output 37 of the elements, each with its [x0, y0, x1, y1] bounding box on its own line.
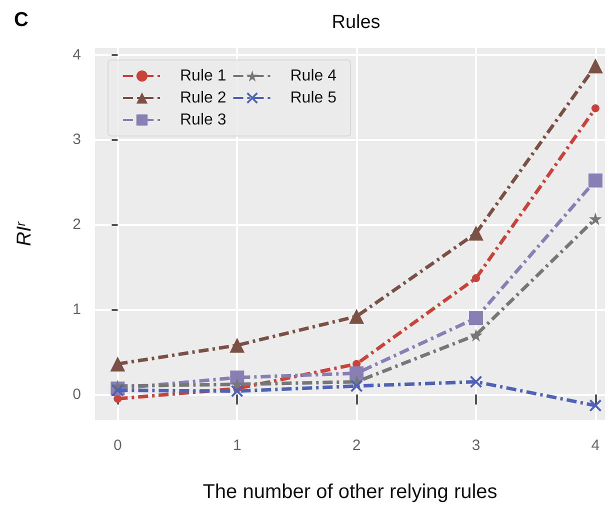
legend-label: Rule 2 — [180, 90, 226, 106]
x-axis-title: The number of other relying rules — [202, 481, 498, 503]
legend-label: Rule 4 — [290, 68, 337, 84]
y-tick-label: 1 — [72, 301, 81, 318]
point — [588, 173, 602, 188]
point — [470, 376, 482, 388]
legend-label: Rule 3 — [180, 112, 226, 128]
text: C — [14, 9, 28, 31]
x-tick-label: 3 — [472, 437, 480, 454]
point — [231, 385, 244, 398]
y-tick-label: 0 — [72, 386, 81, 404]
point — [114, 394, 122, 403]
point — [469, 311, 484, 326]
point — [589, 400, 602, 412]
y-tick-label: 2 — [72, 216, 81, 234]
point — [349, 308, 364, 324]
legend-label: Rule 1 — [180, 68, 226, 84]
point — [588, 58, 603, 74]
x-tick-label: 0 — [114, 437, 122, 454]
y-tick-label: 3 — [72, 131, 81, 148]
point — [468, 226, 484, 241]
x-tick-label: 2 — [352, 437, 361, 454]
y-tick-label: 4 — [72, 46, 81, 64]
point — [472, 274, 480, 282]
point — [350, 380, 363, 392]
point — [470, 328, 483, 342]
x-tick-label: 1 — [232, 437, 242, 454]
point — [591, 104, 600, 112]
point — [112, 384, 124, 396]
point — [230, 338, 245, 353]
legend-label: Rule 5 — [290, 90, 337, 106]
x-tick-label: 4 — [591, 437, 600, 454]
point — [110, 356, 126, 372]
point — [588, 212, 602, 226]
chart-title: Rules — [332, 12, 380, 33]
point — [350, 366, 364, 380]
y-axis-title: RIr — [13, 221, 36, 246]
